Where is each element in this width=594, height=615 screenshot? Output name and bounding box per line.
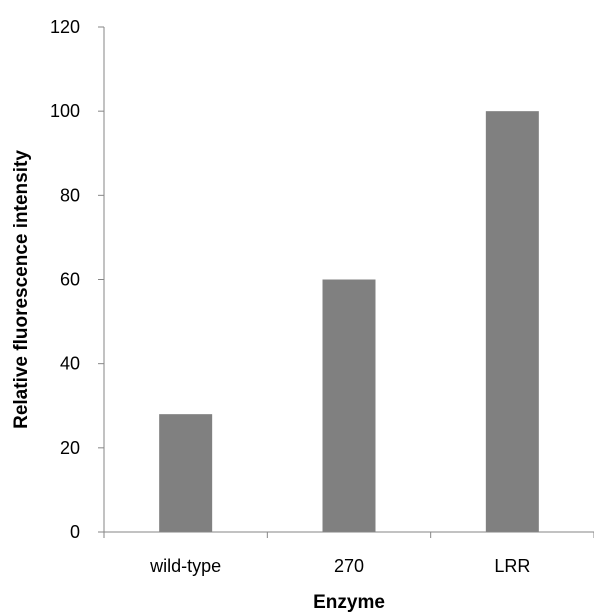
y-tick-label: 40	[60, 354, 80, 374]
y-tick-label: 20	[60, 438, 80, 458]
x-axis-ticks	[103, 532, 594, 538]
x-tick-label: wild-type	[149, 556, 221, 576]
y-tick-label: 0	[70, 522, 80, 542]
y-tick-label: 80	[60, 185, 80, 205]
bars	[159, 111, 539, 533]
bar-wild-type	[159, 414, 213, 532]
y-axis-tick-labels: 0 20 40 60 80 100 120	[50, 17, 80, 542]
x-tick-label: LRR	[494, 556, 530, 576]
y-tick-label: 60	[60, 270, 80, 290]
y-axis-ticks	[98, 26, 104, 533]
y-tick-label: 100	[50, 101, 80, 121]
x-axis-title: Enzyme	[313, 592, 385, 613]
bar-270	[322, 279, 376, 532]
x-tick-label: 270	[334, 556, 364, 576]
y-axis-title: Relative fluorescence intensity	[11, 150, 32, 429]
bar-LRR	[485, 111, 539, 533]
x-axis-tick-labels: wild-type 270 LRR	[149, 556, 530, 576]
y-tick-label: 120	[50, 17, 80, 37]
